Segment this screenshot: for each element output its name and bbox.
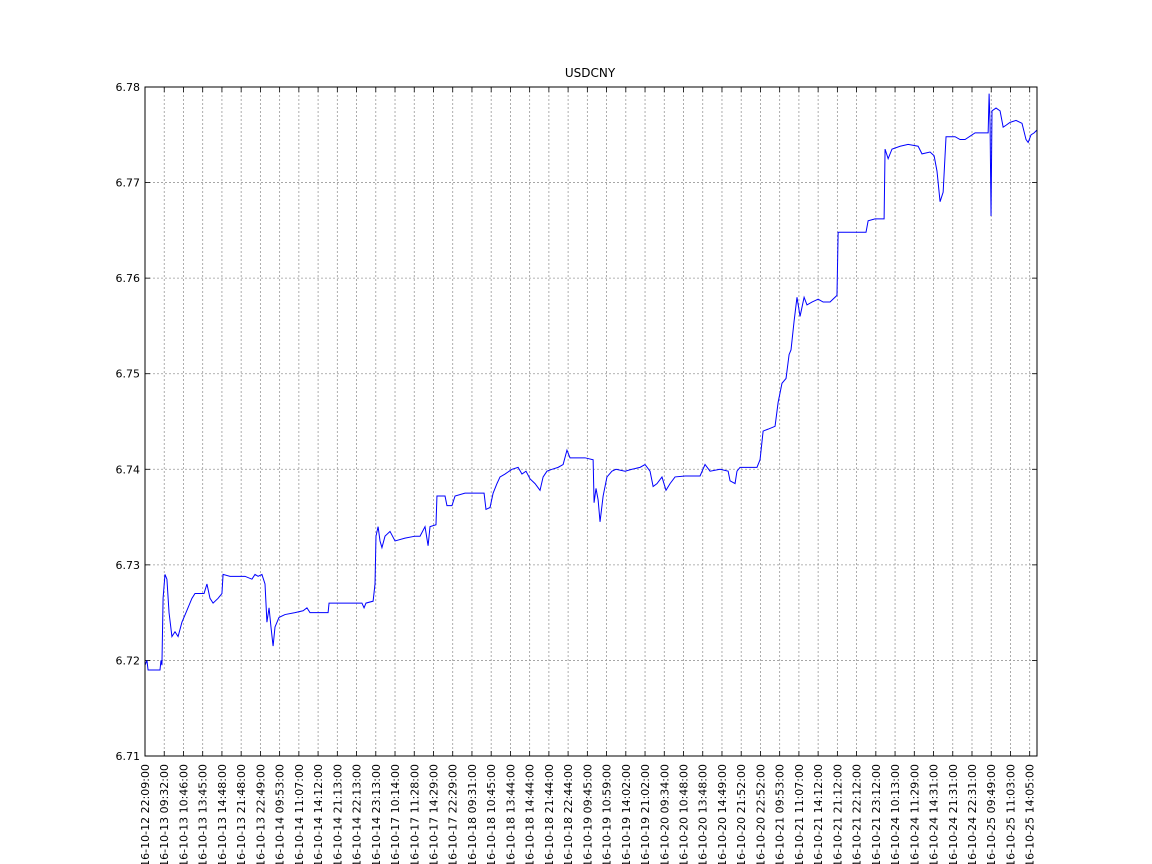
x-tick-label: 2016-10-25 14:05:00 (1024, 764, 1037, 864)
x-tick-label: 2016-10-13 14:48:00 (216, 764, 229, 864)
x-tick-label: 2016-10-21 21:12:00 (831, 764, 844, 864)
x-tick-label: 2016-10-24 14:31:00 (928, 764, 941, 864)
x-tick-label: 2016-10-19 14:02:00 (620, 764, 633, 864)
x-tick-label: 2016-10-17 14:29:00 (427, 764, 440, 864)
x-tick-label: 2016-10-21 14:12:00 (812, 764, 825, 864)
x-tick-label: 2016-10-14 21:13:00 (331, 764, 344, 864)
y-tick-label: 6.71 (116, 750, 141, 763)
x-tick-label: 2016-10-17 11:28:00 (408, 764, 421, 864)
x-tick-label: 2016-10-19 09:45:00 (581, 764, 594, 864)
x-tick-label: 2016-10-20 21:52:00 (735, 764, 748, 864)
x-tick-label: 2016-10-25 11:03:00 (1004, 764, 1017, 864)
x-tick-label: 2016-10-24 21:31:00 (947, 764, 960, 864)
series-line (144, 93, 1038, 671)
y-tick-label: 6.73 (116, 559, 141, 572)
x-tick-label: 2016-10-20 14:49:00 (716, 764, 729, 864)
x-tick-label: 2016-10-20 13:48:00 (697, 764, 710, 864)
x-tick-label: 2016-10-19 10:59:00 (601, 764, 614, 864)
x-tick-label: 2016-10-17 22:29:00 (447, 764, 460, 864)
y-tick-label: 6.75 (116, 368, 141, 381)
x-tick-label: 2016-10-21 11:07:00 (793, 764, 806, 864)
x-tick-label: 2016-10-17 10:14:00 (389, 764, 402, 864)
x-tick-label: 2016-10-20 10:48:00 (678, 764, 691, 864)
x-tick-label: 2016-10-21 23:12:00 (870, 764, 883, 864)
y-tick-label: 6.77 (116, 177, 141, 190)
x-tick-label: 2016-10-18 22:44:00 (562, 764, 575, 864)
y-tick-label: 6.78 (116, 81, 141, 94)
x-tick-label: 2016-10-14 11:07:00 (293, 764, 306, 864)
x-tick-label: 2016-10-13 09:32:00 (158, 764, 171, 864)
x-tick-label: 2016-10-13 22:49:00 (254, 764, 267, 864)
x-tick-label: 2016-10-13 13:45:00 (197, 764, 210, 864)
plot-frame (144, 86, 1038, 757)
x-tick-label: 2016-10-18 09:31:00 (466, 764, 479, 864)
x-tick-label: 2016-10-14 23:13:00 (370, 764, 383, 864)
x-tick-label: 2016-10-14 14:12:00 (312, 764, 325, 864)
x-tick-label: 2016-10-18 14:44:00 (524, 764, 537, 864)
x-tick-label: 2016-10-18 21:44:00 (543, 764, 556, 864)
x-tick-label: 2016-10-18 10:45:00 (485, 764, 498, 864)
x-tick-label: 2016-10-13 21:48:00 (235, 764, 248, 864)
x-tick-label: 2016-10-25 09:49:00 (985, 764, 998, 864)
chart-title: USDCNY (565, 66, 616, 80)
x-tick-label: 2016-10-20 09:34:00 (658, 764, 671, 864)
x-tick-label: 2016-10-14 09:53:00 (274, 764, 287, 864)
x-tick-label: 2016-10-21 09:53:00 (774, 764, 787, 864)
y-tick-label: 6.72 (116, 654, 141, 667)
x-tick-label: 2016-10-24 11:29:00 (908, 764, 921, 864)
x-tick-label: 2016-10-18 13:44:00 (504, 764, 517, 864)
x-tick-label: 2016-10-14 22:13:00 (351, 764, 364, 864)
x-tick-label: 2016-10-13 10:46:00 (177, 764, 190, 864)
x-tick-label: 2016-10-20 22:52:00 (754, 764, 767, 864)
y-tick-label: 6.76 (116, 272, 141, 285)
x-tick-label: 2016-10-19 21:02:00 (639, 764, 652, 864)
x-tick-label: 2016-10-24 22:31:00 (966, 764, 979, 864)
x-tick-label: 2016-10-21 22:12:00 (851, 764, 864, 864)
y-tick-label: 6.74 (116, 463, 141, 476)
x-tick-label: 2016-10-12 22:09:00 (139, 764, 152, 864)
x-tick-label: 2016-10-24 10:13:00 (889, 764, 902, 864)
